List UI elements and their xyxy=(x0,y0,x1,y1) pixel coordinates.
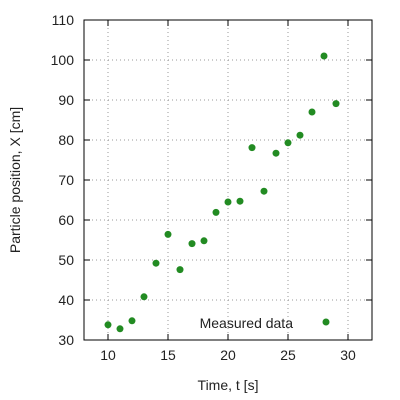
y-tick-label: 50 xyxy=(58,252,74,268)
data-point xyxy=(116,325,124,333)
legend: Measured data xyxy=(200,315,330,331)
legend-label: Measured data xyxy=(200,315,294,331)
data-point xyxy=(260,187,268,195)
y-tick-label: 70 xyxy=(58,172,74,188)
y-tick-label: 80 xyxy=(58,132,74,148)
data-point xyxy=(296,131,304,139)
data-point xyxy=(320,52,328,60)
x-axis-title: Time, t [s] xyxy=(198,377,259,393)
y-axis-title: Particle position, X [cm] xyxy=(7,107,23,253)
y-tick-label: 90 xyxy=(58,92,74,108)
x-tick-label: 30 xyxy=(340,347,356,363)
axis-ticks: 10 15 20 25 30 30 40 50 60 70 80 90 100 110 xyxy=(51,12,372,363)
data-point xyxy=(152,259,160,267)
x-tick-label: 10 xyxy=(100,347,116,363)
data-point xyxy=(332,100,340,108)
y-tick-label: 40 xyxy=(58,292,74,308)
legend-marker xyxy=(322,318,330,326)
data-point xyxy=(308,108,316,116)
y-tick-label: 100 xyxy=(51,52,75,68)
x-tick-label: 25 xyxy=(280,347,296,363)
data-point xyxy=(140,293,148,301)
x-tick-label: 20 xyxy=(220,347,236,363)
data-point xyxy=(272,149,280,157)
data-point xyxy=(236,197,244,205)
y-tick-label: 110 xyxy=(52,12,75,28)
data-point xyxy=(188,240,196,248)
data-points xyxy=(104,52,340,333)
data-point xyxy=(284,139,292,147)
data-point xyxy=(200,237,208,245)
data-point xyxy=(224,198,232,206)
data-point xyxy=(164,230,172,238)
data-point xyxy=(104,321,112,329)
grid-lines xyxy=(84,19,372,341)
data-point xyxy=(212,208,220,216)
data-point xyxy=(128,317,136,325)
data-point xyxy=(176,266,184,274)
y-tick-label: 60 xyxy=(58,212,74,228)
data-point xyxy=(248,144,256,152)
y-tick-label: 30 xyxy=(58,332,74,348)
x-tick-label: 15 xyxy=(160,347,176,363)
